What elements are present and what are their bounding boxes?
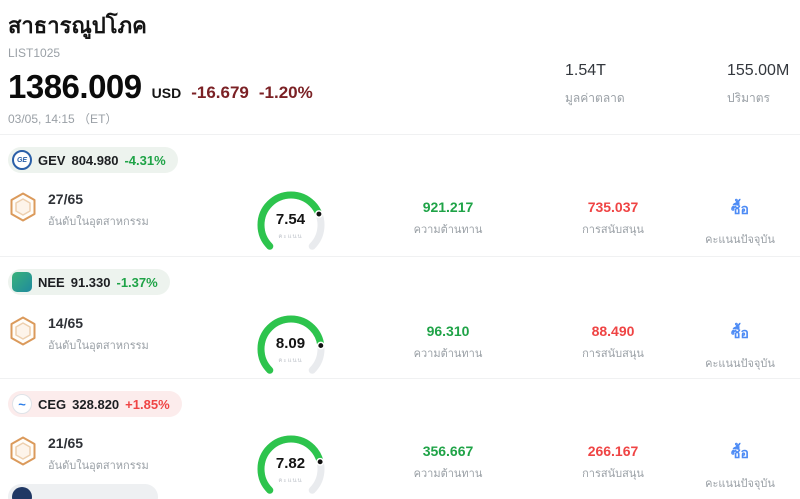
support-value: 88.490	[591, 323, 635, 339]
signal-label: คะแนนปัจจุบัน	[705, 234, 775, 246]
score-gauge-col: 8.09 คะแนน	[223, 309, 358, 379]
resistance-value: 921.217	[422, 199, 474, 215]
score-gauge: 8.09 คะแนน	[249, 309, 333, 379]
volume-stat: 155.00M ปริมาตร	[727, 62, 789, 108]
index-header: สาธารณูปโภค LIST1025 1386.009 USD -16.67…	[0, 0, 800, 134]
resistance-value: 96.310	[426, 323, 470, 339]
resistance-label: ความต้านทาน	[413, 468, 483, 480]
resistance-block: 356.667 ความต้านทาน	[358, 429, 538, 499]
industry-rank: 21/65	[48, 435, 84, 451]
index-change: -16.679	[191, 83, 249, 102]
resistance-block: 96.310 ความต้านทาน	[358, 309, 538, 379]
score-gauge: 7.54 คะแนน	[249, 185, 333, 255]
score-gauge-col: 7.82 คะแนน	[223, 429, 358, 499]
industry-rank-block: 14/65 อันดับในอุตสาหกรรม	[8, 309, 223, 379]
signal-block: ซื้อ คะแนนปัจจุบัน	[688, 429, 792, 499]
market-cap-label: มูลค่าตลาด	[565, 91, 625, 105]
resistance-value: 356.667	[422, 443, 474, 459]
ticker-price: 804.980	[71, 152, 119, 168]
index-change-pct: -1.20%	[258, 83, 313, 102]
ge-logo-icon: GE	[12, 150, 32, 170]
buy-signal-link[interactable]: ซื้อ	[731, 445, 749, 461]
support-value: 735.037	[587, 199, 639, 215]
ticker-change: +1.85%	[125, 396, 170, 412]
ticker-change: -4.31%	[124, 152, 166, 168]
ticker-pill-ceg[interactable]: ~ CEG 328.820 +1.85%	[8, 391, 182, 417]
industry-rank-label: อันดับในอุตสาหกรรม	[48, 460, 149, 472]
support-block: 735.037 การสนับสนุน	[538, 185, 688, 255]
quote-timestamp: 03/05, 14:15 （ET）	[8, 112, 118, 126]
signal-block: ซื้อ คะแนนปัจจุบัน	[688, 309, 792, 379]
support-value: 266.167	[587, 443, 639, 459]
market-cap-stat: 1.54T มูลค่าตลาด	[565, 62, 625, 108]
score-gauge: 7.82 คะแนน	[249, 429, 333, 499]
industry-rank-label: อันดับในอุตสาหกรรม	[48, 340, 149, 352]
industry-rank-label: อันดับในอุตสาหกรรม	[48, 216, 149, 228]
industry-rank-block: 27/65 อันดับในอุตสาหกรรม	[8, 185, 223, 255]
stock-section-gev: GE GEV 804.980 -4.31% 27/65 อันดับในอุตส…	[0, 134, 800, 256]
resistance-label: ความต้านทาน	[413, 224, 483, 236]
ticker-pill-next-partial[interactable]	[8, 484, 158, 499]
score-caption: คะแนน	[278, 478, 303, 484]
ticker-symbol: NEE	[38, 274, 65, 290]
buy-signal-link[interactable]: ซื้อ	[731, 325, 749, 341]
signal-label: คะแนนปัจจุบัน	[705, 358, 775, 370]
stock-section-nee: NEE 91.330 -1.37% 14/65 อันดับในอุตสาหกร…	[0, 256, 800, 378]
index-price-line: 1386.009 USD -16.679 -1.20%	[8, 68, 792, 106]
index-price: 1386.009	[8, 68, 142, 105]
support-label: การสนับสนุน	[582, 468, 644, 480]
ticker-change: -1.37%	[116, 274, 158, 290]
score-gauge-col: 7.54 คะแนน	[223, 185, 358, 255]
score-value: 7.54	[275, 211, 306, 228]
next-ticker-logo-icon	[12, 487, 32, 499]
support-block: 88.490 การสนับสนุน	[538, 309, 688, 379]
stock-row: 27/65 อันดับในอุตสาหกรรม 7.54 คะแนน 921.…	[8, 185, 792, 255]
ticker-symbol: CEG	[38, 396, 67, 412]
stock-section-ceg: ~ CEG 328.820 +1.85% 21/65 อันดับในอุตสา…	[0, 378, 800, 499]
hexagon-badge-icon	[10, 192, 36, 222]
ticker-pill-nee[interactable]: NEE 91.330 -1.37%	[8, 269, 170, 295]
hexagon-badge-icon	[10, 316, 36, 346]
stock-row: 14/65 อันดับในอุตสาหกรรม 8.09 คะแนน 96.3…	[8, 309, 792, 379]
nextera-logo-icon	[12, 272, 32, 292]
stock-row: 21/65 อันดับในอุตสาหกรรม 7.82 คะแนน 356.…	[8, 429, 792, 499]
industry-rank: 27/65	[48, 191, 84, 207]
constellation-logo-icon: ~	[12, 394, 32, 414]
page-title: สาธารณูปโภค	[8, 13, 147, 38]
industry-rank: 14/65	[48, 315, 84, 331]
hexagon-badge-icon	[10, 436, 36, 466]
volume-label: ปริมาตร	[727, 91, 770, 105]
score-caption: คะแนน	[278, 358, 303, 364]
list-code: LIST1025	[8, 46, 61, 60]
score-value: 8.09	[275, 335, 306, 352]
buy-signal-link[interactable]: ซื้อ	[731, 201, 749, 217]
score-value: 7.82	[275, 455, 306, 472]
volume-value: 155.00M	[727, 62, 790, 79]
score-caption: คะแนน	[278, 234, 303, 240]
ticker-symbol: GEV	[38, 152, 66, 168]
ticker-price: 328.820	[72, 396, 120, 412]
support-block: 266.167 การสนับสนุน	[538, 429, 688, 499]
signal-block: ซื้อ คะแนนปัจจุบัน	[688, 185, 792, 255]
resistance-block: 921.217 ความต้านทาน	[358, 185, 538, 255]
ticker-pill-gev[interactable]: GE GEV 804.980 -4.31%	[8, 147, 178, 173]
resistance-label: ความต้านทาน	[413, 348, 483, 360]
support-label: การสนับสนุน	[582, 348, 644, 360]
industry-rank-block: 21/65 อันดับในอุตสาหกรรม	[8, 429, 223, 499]
ticker-price: 91.330	[70, 274, 111, 290]
signal-label: คะแนนปัจจุบัน	[705, 478, 775, 490]
market-cap-value: 1.54T	[565, 62, 606, 79]
support-label: การสนับสนุน	[582, 224, 644, 236]
index-currency: USD	[151, 85, 182, 101]
